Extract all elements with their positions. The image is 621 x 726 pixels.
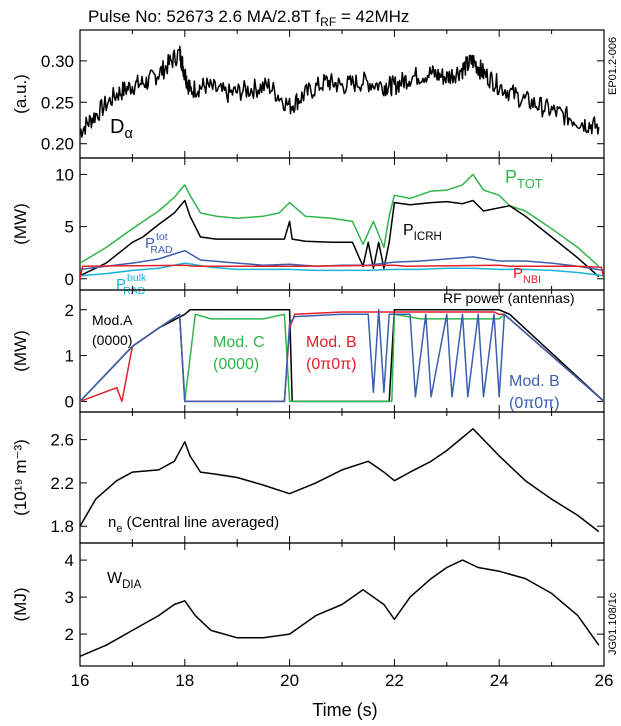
series-line-p-nbi	[80, 264, 604, 279]
series-line-w-dia	[80, 559, 600, 657]
annotation-label: Mod. B (0π0π)	[509, 373, 560, 412]
y-tick-label: 2.2	[50, 474, 74, 493]
panel-frame	[79, 29, 605, 159]
side-id-bottom: JG01.108/1c	[607, 592, 619, 655]
y-tick-label: 0.20	[41, 135, 74, 154]
y-tick-label: 0	[65, 392, 74, 411]
y-tick-label: 3	[65, 588, 74, 607]
y-tick-label: 0.25	[41, 93, 74, 112]
series-line-p-rad-bulk	[80, 262, 604, 277]
y-tick-label: 0	[65, 270, 74, 289]
x-tick-label: 24	[490, 671, 509, 690]
panel-density: 2.6 2.2 1.8 (10¹⁹ m⁻³) ne (Central line aver…	[11, 411, 605, 544]
series-line-n-e	[80, 428, 600, 533]
y-tick-label: 1	[65, 347, 74, 366]
annotation-label: PICRH	[403, 222, 442, 243]
annotation-label: PTOT	[505, 167, 543, 191]
y-axis-label: (MW)	[11, 330, 30, 372]
annotation-label: Mod.A (0000)	[92, 312, 133, 348]
y-axis-label: (MJ)	[11, 588, 30, 622]
x-tick-label: 26	[595, 671, 614, 690]
series-line-mod-b-blue	[80, 309, 604, 403]
y-tick-label: 2	[65, 625, 74, 644]
y-axis-label: (a.u.)	[11, 74, 30, 114]
x-tick-label: 16	[71, 671, 90, 690]
x-tick-label: 18	[175, 671, 194, 690]
annotation-label: WDIA	[107, 570, 142, 591]
y-tick-label: 2	[65, 301, 74, 320]
annotation-label: Mod. B (0π0π)	[306, 334, 357, 373]
y-axis-label: (10¹⁹ m⁻³)	[11, 439, 30, 516]
y-tick-label: 2.6	[50, 431, 74, 450]
annotation-label: Mod. C (0000)	[213, 334, 265, 373]
x-tick-label: 22	[385, 671, 404, 690]
y-tick-label: 0.30	[41, 52, 74, 71]
panel-power: 10 5 0 (MW) PTOT PICRH Ptot RAD Pbulk RAD PNBI	[11, 157, 605, 297]
y-axis-label: (MW)	[11, 203, 30, 245]
y-tick-label: 1.8	[50, 517, 74, 536]
x-tick-label: 20	[280, 671, 299, 690]
y-tick-label: 10	[55, 165, 74, 184]
figure-header: Pulse No: 52673 2.6 MA/2.8T fRF = 42MHz	[88, 7, 409, 29]
series-line-d-alpha	[80, 45, 600, 138]
y-tick-label: 4	[65, 551, 74, 570]
panel-antenna-rf-power: 2 1 0 (MW) RF power (antennas) Mod.A (0000) Mod…	[11, 289, 605, 413]
annotation-label: PNBI	[513, 265, 541, 286]
annotation-label: ne (Central line averaged)	[108, 514, 279, 535]
panel-frame	[79, 289, 605, 413]
panel-diamagnetic-energy: 4 3 2 (MJ) 16 18 20 22 24 26 WDIA	[11, 542, 614, 690]
series-line-p-tot	[80, 173, 600, 267]
annotation-label: Ptot RAD	[145, 231, 173, 256]
x-axis-label: Time (s)	[312, 700, 377, 720]
annotation-label: Pbulk RAD	[116, 272, 147, 297]
side-id-top: EP01.2-006	[607, 37, 619, 95]
annotation-label: RF power (antennas)	[443, 290, 575, 306]
annotation-label: Dα	[110, 116, 133, 142]
panel-d-alpha: 0.30 0.25 0.20 (a.u.) Dα	[11, 29, 605, 159]
y-tick-label: 5	[65, 218, 74, 237]
